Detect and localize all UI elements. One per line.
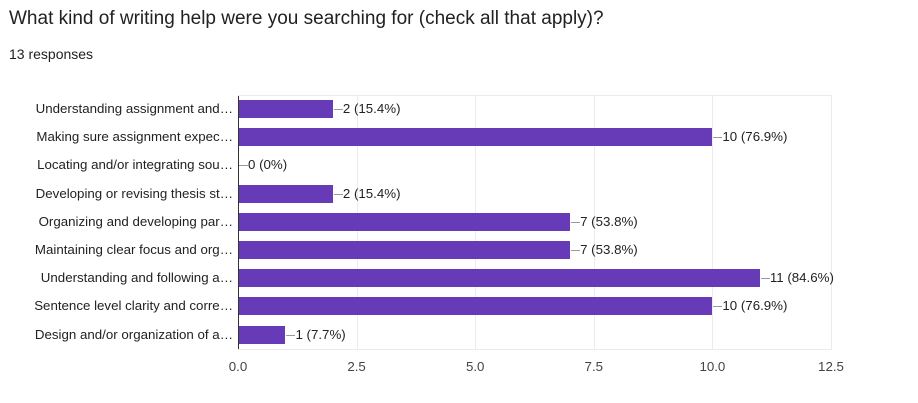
label-leader-line — [239, 165, 248, 167]
response-count: 13 responses — [9, 46, 94, 62]
bar[interactable] — [239, 128, 713, 147]
bar-row: Organizing and developing par… 7 (53.8%) — [39, 208, 831, 236]
bar-row: Design and/or organization of a… 1 (7.7%) — [35, 321, 831, 349]
label-leader-line — [286, 334, 296, 336]
category-label: Maintaining clear focus and org… — [34, 242, 233, 257]
category-label: Developing or revising thesis st… — [35, 185, 233, 201]
gridline — [712, 95, 714, 350]
plot-border — [238, 95, 831, 96]
label-leader-line — [713, 137, 723, 139]
category-label: Design and/or organization of a… — [34, 326, 233, 342]
category-label: Locating and/or integrating sou… — [37, 157, 233, 173]
value-label: 1 (7.7%) — [295, 326, 346, 342]
value-label: 2 (15.4%) — [342, 185, 401, 201]
label-leader-line — [760, 278, 770, 280]
bar[interactable] — [239, 269, 760, 288]
plot-border — [238, 349, 831, 350]
category-label: Understanding assignment and… — [35, 101, 233, 116]
value-label: 10 (76.9%) — [722, 129, 788, 145]
gridline — [593, 95, 595, 350]
bar[interactable] — [239, 212, 571, 231]
gridline — [831, 95, 832, 350]
x-tick-label: 12.5 — [818, 359, 844, 374]
label-leader-line — [571, 221, 581, 223]
value-label: 2 (15.4%) — [342, 101, 401, 116]
y-axis-line — [238, 95, 239, 350]
value-label: 7 (53.8%) — [580, 213, 638, 229]
bar-chart: Understanding assignment and… 2 (15.4%) Ma… — [34, 95, 834, 350]
x-tick-label: 2.5 — [347, 359, 366, 374]
label-leader-line — [333, 193, 343, 195]
category-label: Understanding and following a… — [40, 270, 233, 286]
x-tick-label: 0.0 — [228, 359, 248, 374]
bar-row: Locating and/or integrating sou… 0 (0%) — [37, 151, 831, 179]
category-label: Organizing and developing par… — [38, 213, 233, 229]
value-label: 10 (76.9%) — [722, 298, 788, 314]
bar-row: Maintaining clear focus and org… 7 (53.8%… — [35, 236, 831, 264]
value-label: 11 (84.6%) — [769, 270, 834, 286]
bar[interactable] — [239, 325, 286, 344]
x-tick-label: 7.5 — [584, 359, 604, 374]
bar-row: Developing or revising thesis st… 2 (15.4… — [36, 180, 831, 208]
bar-row: Understanding assignment and… 2 (15.4%) — [36, 95, 831, 123]
label-leader-line — [333, 109, 343, 110]
x-tick-label: 10.0 — [699, 359, 726, 374]
label-leader-line — [713, 306, 723, 308]
bar-row: Understanding and following a… 11 (84.6%) — [41, 264, 834, 292]
value-label: 0 (0%) — [248, 157, 288, 173]
bar-row: Sentence level clarity and corre… 10 (76.… — [34, 292, 831, 320]
bar[interactable] — [239, 100, 333, 118]
label-leader-line — [571, 250, 581, 251]
question-title: What kind of writing help were you searc… — [9, 8, 604, 29]
category-label: Making sure assignment expec… — [36, 129, 233, 145]
bar[interactable] — [239, 184, 333, 203]
x-tick-label: 5.0 — [465, 359, 485, 374]
category-label: Sentence level clarity and corre… — [34, 298, 233, 314]
bar-row: Making sure assignment expec… 10 (76.9%) — [36, 123, 831, 151]
bar[interactable] — [239, 297, 713, 316]
bar[interactable] — [239, 241, 571, 259]
value-label: 7 (53.8%) — [580, 242, 638, 257]
